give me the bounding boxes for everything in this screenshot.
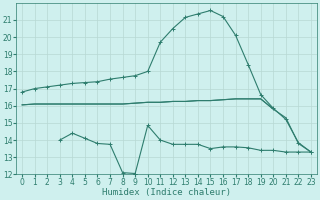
X-axis label: Humidex (Indice chaleur): Humidex (Indice chaleur) [102, 188, 231, 197]
